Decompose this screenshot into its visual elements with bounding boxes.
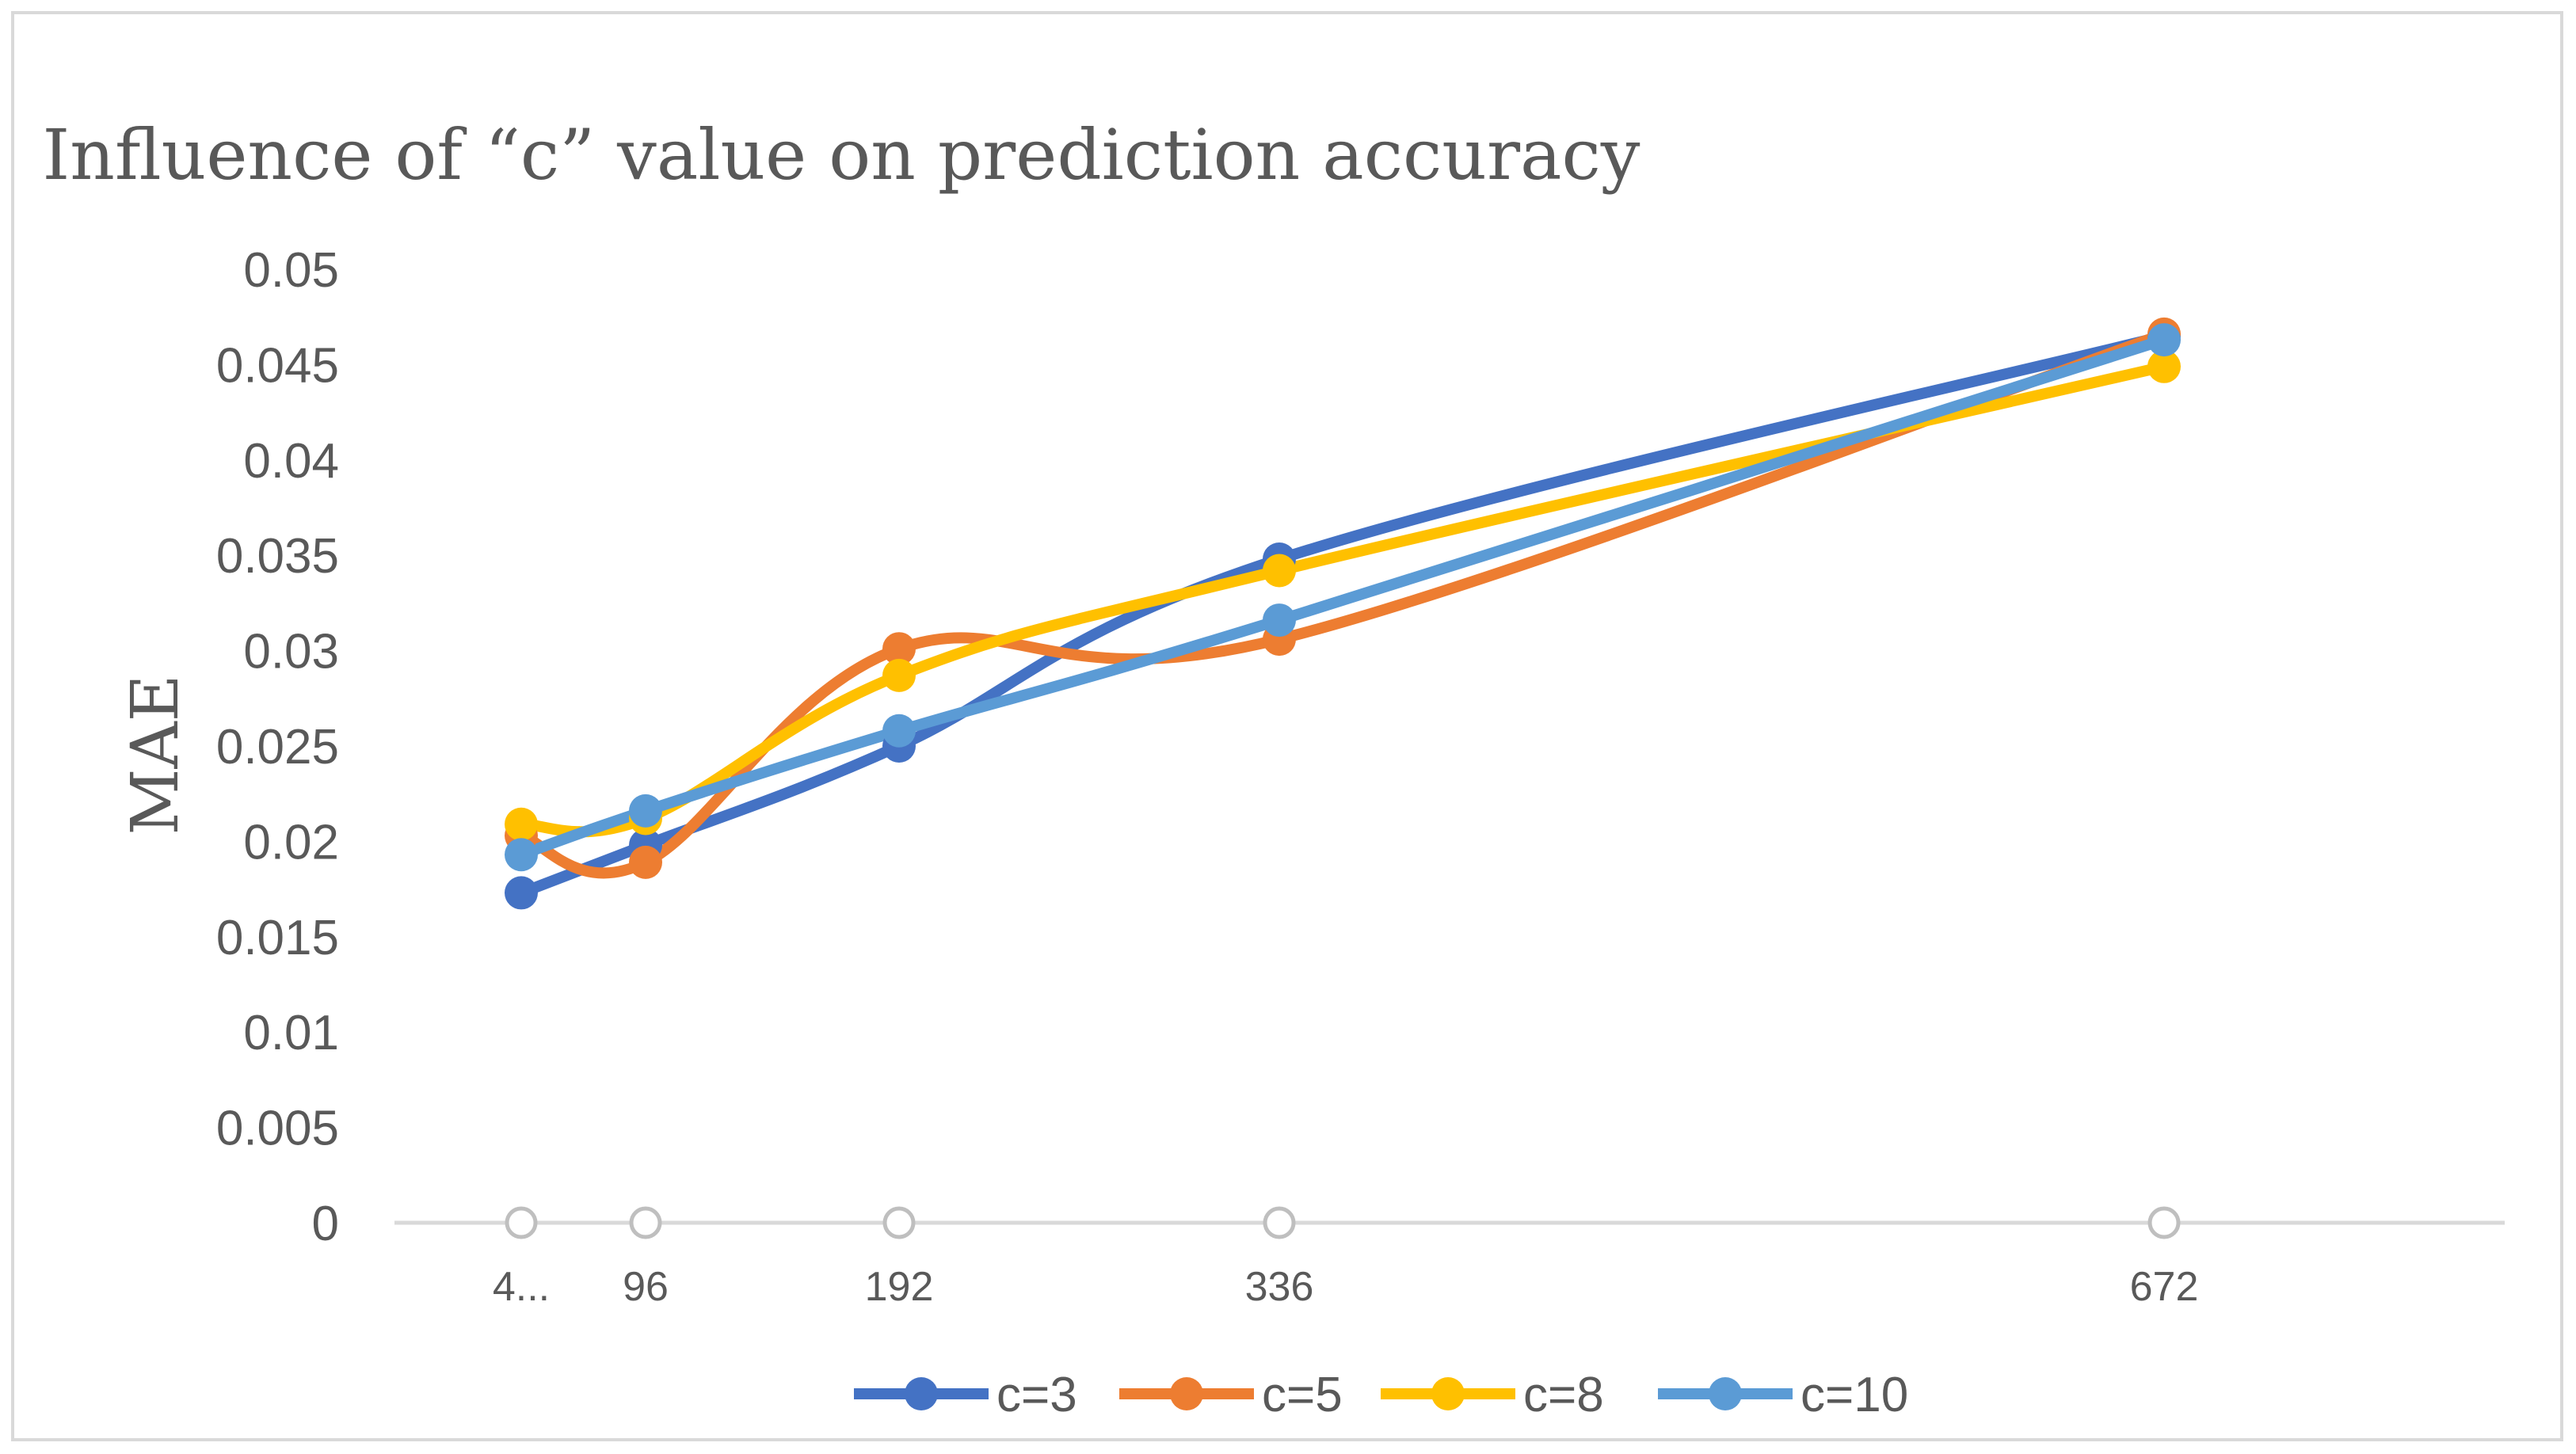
legend-item-c=10: c=10 bbox=[1658, 1368, 1908, 1422]
y-tick-label: 0.045 bbox=[216, 338, 339, 393]
legend-item-c=8: c=8 bbox=[1381, 1368, 1604, 1422]
data-point-c=8 bbox=[882, 658, 916, 692]
y-axis-title: MAE bbox=[118, 674, 193, 835]
y-tick-label: 0.02 bbox=[243, 815, 339, 870]
data-point-c=8 bbox=[505, 807, 538, 841]
legend-marker bbox=[1431, 1377, 1465, 1410]
y-tick-label: 0.035 bbox=[216, 529, 339, 584]
data-point-c=10 bbox=[629, 794, 662, 828]
data-point-c=10 bbox=[2147, 323, 2181, 357]
legend: c=3 c=5 c=8 c=10 bbox=[854, 1368, 1908, 1422]
legend-marker bbox=[1170, 1377, 1203, 1410]
x-tick-label: 4... bbox=[493, 1264, 550, 1310]
y-tick-label: 0.005 bbox=[216, 1102, 339, 1156]
x-tick-label: 192 bbox=[865, 1264, 934, 1310]
legend-label: c=3 bbox=[996, 1368, 1077, 1422]
data-point-c=8 bbox=[1263, 554, 1296, 588]
x-axis-marker bbox=[629, 1206, 662, 1239]
legend-label: c=10 bbox=[1801, 1368, 1908, 1422]
data-point-c=10 bbox=[1263, 603, 1296, 638]
y-tick-label: 0.05 bbox=[243, 243, 339, 298]
y-tick-label: 0.04 bbox=[243, 434, 339, 489]
y-tick-label: 0.015 bbox=[216, 911, 339, 965]
y-tick-label: 0.025 bbox=[216, 720, 339, 775]
legend-marker bbox=[1709, 1377, 1742, 1410]
series-lines bbox=[516, 328, 2170, 899]
series-markers bbox=[505, 317, 2181, 910]
data-point-c=10 bbox=[505, 838, 538, 872]
data-point-c=3 bbox=[505, 876, 538, 910]
x-axis-marker bbox=[2147, 1206, 2181, 1239]
x-axis-marker bbox=[882, 1206, 916, 1239]
data-point-c=5 bbox=[882, 632, 916, 666]
y-tick-label: 0.03 bbox=[243, 625, 339, 679]
data-point-c=5 bbox=[629, 845, 662, 879]
x-axis-marker bbox=[1263, 1206, 1296, 1239]
x-axis-marker bbox=[505, 1206, 538, 1239]
chart-frame: Influence of “c” value on prediction acc… bbox=[11, 11, 2563, 1441]
chart-title: Influence of “c” value on prediction acc… bbox=[43, 114, 1640, 196]
data-point-c=8 bbox=[2147, 349, 2181, 383]
x-axis-ticks: 4... 96 192 336 672 bbox=[493, 1264, 2199, 1310]
data-point-c=10 bbox=[882, 714, 916, 748]
legend-item-c=5: c=5 bbox=[1119, 1368, 1343, 1422]
series-line-c=10 bbox=[516, 334, 2170, 861]
x-axis-markers bbox=[505, 1206, 2181, 1239]
legend-marker bbox=[905, 1377, 938, 1410]
legend-label: c=8 bbox=[1523, 1368, 1604, 1422]
x-tick-label: 672 bbox=[2130, 1264, 2199, 1310]
x-tick-label: 336 bbox=[1245, 1264, 1314, 1310]
y-axis-ticks: 0 0.005 0.01 0.015 0.02 0.025 0.03 0.035 0.04 0.0… bbox=[216, 243, 339, 1251]
legend-item-c=3: c=3 bbox=[854, 1368, 1077, 1422]
y-tick-label: 0 bbox=[312, 1197, 339, 1251]
line-chart: Influence of “c” value on prediction acc… bbox=[43, 114, 2505, 1422]
x-tick-label: 96 bbox=[623, 1264, 669, 1310]
y-tick-label: 0.01 bbox=[243, 1006, 339, 1060]
legend-label: c=5 bbox=[1262, 1368, 1343, 1422]
